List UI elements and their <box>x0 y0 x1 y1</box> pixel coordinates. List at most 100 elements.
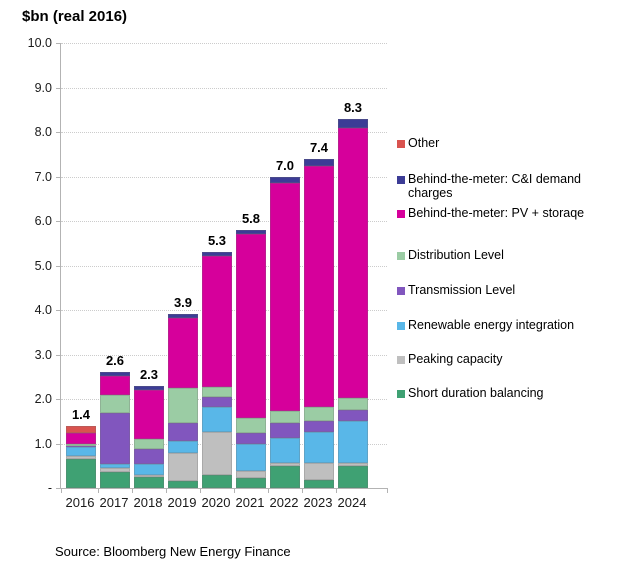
bar-segment-peaking-capacity <box>236 471 266 478</box>
bar-segment-distribution-level <box>304 407 334 421</box>
bar-segment-transmission-level <box>66 445 96 447</box>
legend-swatch-icon <box>397 175 405 184</box>
bar-segment-peaking-capacity <box>134 474 164 477</box>
bar-segment-transmission-level <box>338 409 368 422</box>
bar-segment-distribution-level <box>168 387 198 424</box>
legend-item-btm-ci-demand-charges: Behind-the-meter: C&I demand charges <box>397 172 615 200</box>
bar-segment-short-duration-balancing <box>338 465 368 488</box>
bar-segment-renewable-energy-integration <box>66 446 96 456</box>
gridline <box>61 176 387 178</box>
y-axis-label: 4.0 <box>34 303 52 317</box>
y-axis-label: 1.0 <box>34 436 52 451</box>
bar-segment-btm-pv-storage <box>100 375 130 395</box>
legend-label: Transmission Level <box>408 283 516 297</box>
bar-segment-distribution-level <box>236 417 266 433</box>
x-axis-tick <box>234 488 235 493</box>
bar-segment-btm-pv-storage <box>202 256 232 387</box>
y-axis-label: 3.0 <box>34 347 52 362</box>
x-axis-tick <box>132 488 133 493</box>
bar-segment-transmission-level <box>134 449 164 465</box>
bar-segment-other <box>66 425 96 434</box>
bar-segment-distribution-level <box>338 398 368 410</box>
bar-segment-short-duration-balancing <box>202 474 232 488</box>
x-axis-label: 2021 <box>235 495 265 510</box>
y-axis-tick <box>56 87 61 89</box>
x-axis-label: 2020 <box>201 495 231 510</box>
y-axis-label: 7.0 <box>34 169 52 184</box>
bar-segment-btm-pv-storage <box>304 166 334 408</box>
legend-swatch-icon <box>397 389 405 398</box>
bar-total-label: 5.3 <box>207 233 227 249</box>
y-axis-label: 5.0 <box>34 258 52 273</box>
legend-item-other: Other <box>397 136 615 150</box>
bar-segment-btm-pv-storage <box>338 128 368 399</box>
bar-segment-btm-ci-demand-charges <box>168 314 198 319</box>
legend-label: Peaking capacity <box>408 352 503 366</box>
y-axis-tick <box>56 354 61 356</box>
bar-segment-renewable-energy-integration <box>168 441 198 453</box>
bar-segment-peaking-capacity <box>270 462 300 466</box>
bar-segment-transmission-level <box>270 423 300 439</box>
bar-segment-renewable-energy-integration <box>304 432 334 463</box>
bar-total-label: 2.3 <box>139 366 159 382</box>
bar-segment-short-duration-balancing <box>134 476 164 488</box>
x-axis-tick <box>166 488 167 493</box>
x-axis-tick <box>387 488 388 493</box>
y-axis-label: 8.0 <box>34 125 52 139</box>
legend-item-short-duration-balancing: Short duration balancing <box>397 386 615 400</box>
x-axis-tick <box>302 488 303 493</box>
source-credit: Source: Bloomberg New Energy Finance <box>55 544 291 559</box>
bar-segment-btm-ci-demand-charges <box>304 158 334 167</box>
chart-title: $bn (real 2016) <box>22 8 128 25</box>
y-axis-tick <box>56 176 61 178</box>
bar-segment-short-duration-balancing <box>66 459 96 488</box>
bar-segment-btm-ci-demand-charges <box>100 372 130 376</box>
bar-total-label: 8.3 <box>343 99 363 115</box>
legend-swatch-icon <box>397 286 405 295</box>
y-axis-label: 6.0 <box>34 214 52 228</box>
legend-swatch-icon <box>397 251 405 260</box>
x-axis-tick <box>200 488 201 493</box>
x-axis-label: 2017 <box>99 495 129 510</box>
legend-swatch-icon <box>397 355 405 364</box>
bar-segment-btm-ci-demand-charges <box>270 176 300 184</box>
y-axis-tick <box>56 132 61 133</box>
bar-total-label: 5.8 <box>241 210 261 226</box>
bar-segment-peaking-capacity <box>168 452 198 482</box>
x-axis-label: 2023 <box>303 495 333 510</box>
x-axis-tick <box>336 488 337 493</box>
legend-label: Behind-the-meter: C&I demand charges <box>408 172 582 200</box>
legend-item-btm-pv-storage: Behind-the-meter: PV + storaqe <box>397 206 615 220</box>
bar-total-label: 3.9 <box>173 295 193 311</box>
bar-total-label: 2.6 <box>105 353 125 369</box>
plot-area: 1.4 2.6 2.3 3.9 5.3 5.8 7.0 7.4 8.3 <box>56 43 388 493</box>
legend-item-renewable-energy-integration: Renewable energy integration <box>397 318 615 332</box>
bar-segment-transmission-level <box>100 413 130 464</box>
y-axis-label: 10.0 <box>27 36 52 50</box>
bar-segment-btm-pv-storage <box>66 433 96 444</box>
x-axis-label: 2018 <box>133 495 163 510</box>
y-axis-tick <box>56 443 61 445</box>
legend: Other Behind-the-meter: C&I demand charge… <box>397 0 617 571</box>
y-axis-label: 9.0 <box>34 80 52 95</box>
bar-segment-renewable-energy-integration <box>134 464 164 475</box>
bar-segment-peaking-capacity <box>304 462 334 480</box>
bar-segment-distribution-level <box>66 443 96 446</box>
bar-segment-distribution-level <box>202 386 232 397</box>
bar-segment-peaking-capacity <box>338 463 368 466</box>
y-axis-tick <box>56 488 61 489</box>
x-axis-label: 2019 <box>167 495 197 510</box>
bar-segment-peaking-capacity <box>202 431 232 475</box>
gridline <box>61 43 387 44</box>
bar-segment-renewable-energy-integration <box>236 444 266 472</box>
bar-segment-peaking-capacity <box>66 455 96 460</box>
y-axis-label: 2.0 <box>34 392 52 406</box>
x-axis-tick <box>98 488 99 493</box>
y-axis-tick <box>56 221 61 222</box>
bar-segment-short-duration-balancing <box>270 465 300 488</box>
bar-segment-renewable-energy-integration <box>202 407 232 432</box>
bar-segment-renewable-energy-integration <box>100 463 130 469</box>
gridline <box>61 221 387 222</box>
bar-segment-short-duration-balancing <box>100 472 130 488</box>
bar-segment-transmission-level <box>202 396 232 408</box>
